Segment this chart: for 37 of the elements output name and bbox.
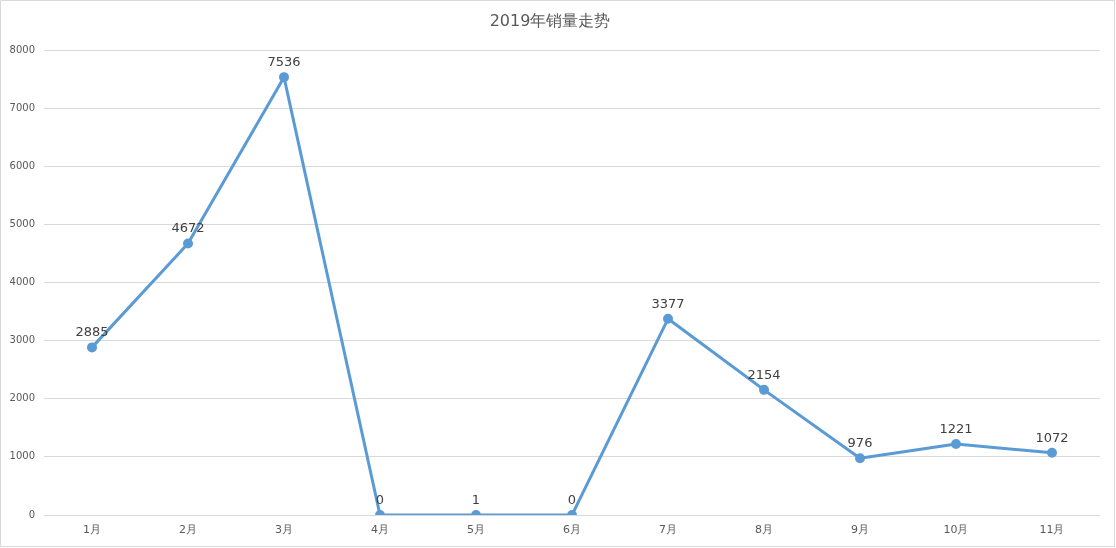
point	[1047, 447, 1057, 458]
y-tick-label: 4000	[9, 276, 35, 288]
x-tick-label: 8月	[755, 523, 773, 537]
x-tick-label: 1月	[83, 523, 101, 537]
y-tick-label: 3000	[9, 334, 35, 346]
x-tick-label: 5月	[467, 523, 485, 537]
point	[279, 72, 289, 83]
data-label: 1	[471, 491, 481, 507]
point	[663, 313, 673, 324]
point	[183, 238, 193, 249]
y-tick-label: 5000	[9, 218, 35, 230]
data-label: 2154	[747, 366, 781, 382]
x-tick-label: 11月	[1039, 523, 1065, 537]
y-tick-label: 8000	[9, 43, 35, 55]
y-tick-label: 7000	[9, 101, 35, 113]
data-label: 1072	[1035, 429, 1069, 445]
y-tick-label: 0	[28, 508, 35, 520]
y-tick-label: 2000	[9, 392, 35, 404]
y-tick-label: 6000	[9, 159, 35, 171]
point	[855, 453, 865, 464]
point	[759, 384, 769, 395]
point	[87, 342, 97, 353]
x-tick-label: 4月	[371, 523, 389, 537]
x-tick-label: 7月	[659, 523, 677, 537]
y-tick-label: 1000	[9, 450, 35, 462]
data-label: 1221	[939, 420, 973, 436]
data-label: 7536	[267, 54, 301, 70]
chart-title: 2019年销量走势	[489, 10, 611, 30]
x-tick-label: 3月	[275, 523, 293, 537]
point	[951, 439, 961, 450]
data-label: 976	[847, 435, 873, 451]
x-tick-label: 2月	[179, 523, 197, 537]
data-label: 0	[567, 491, 577, 507]
data-label: 3377	[651, 295, 685, 311]
x-tick-label: 9月	[851, 523, 869, 537]
x-tick-label: 6月	[563, 523, 581, 537]
x-tick-label: 10月	[943, 523, 969, 537]
